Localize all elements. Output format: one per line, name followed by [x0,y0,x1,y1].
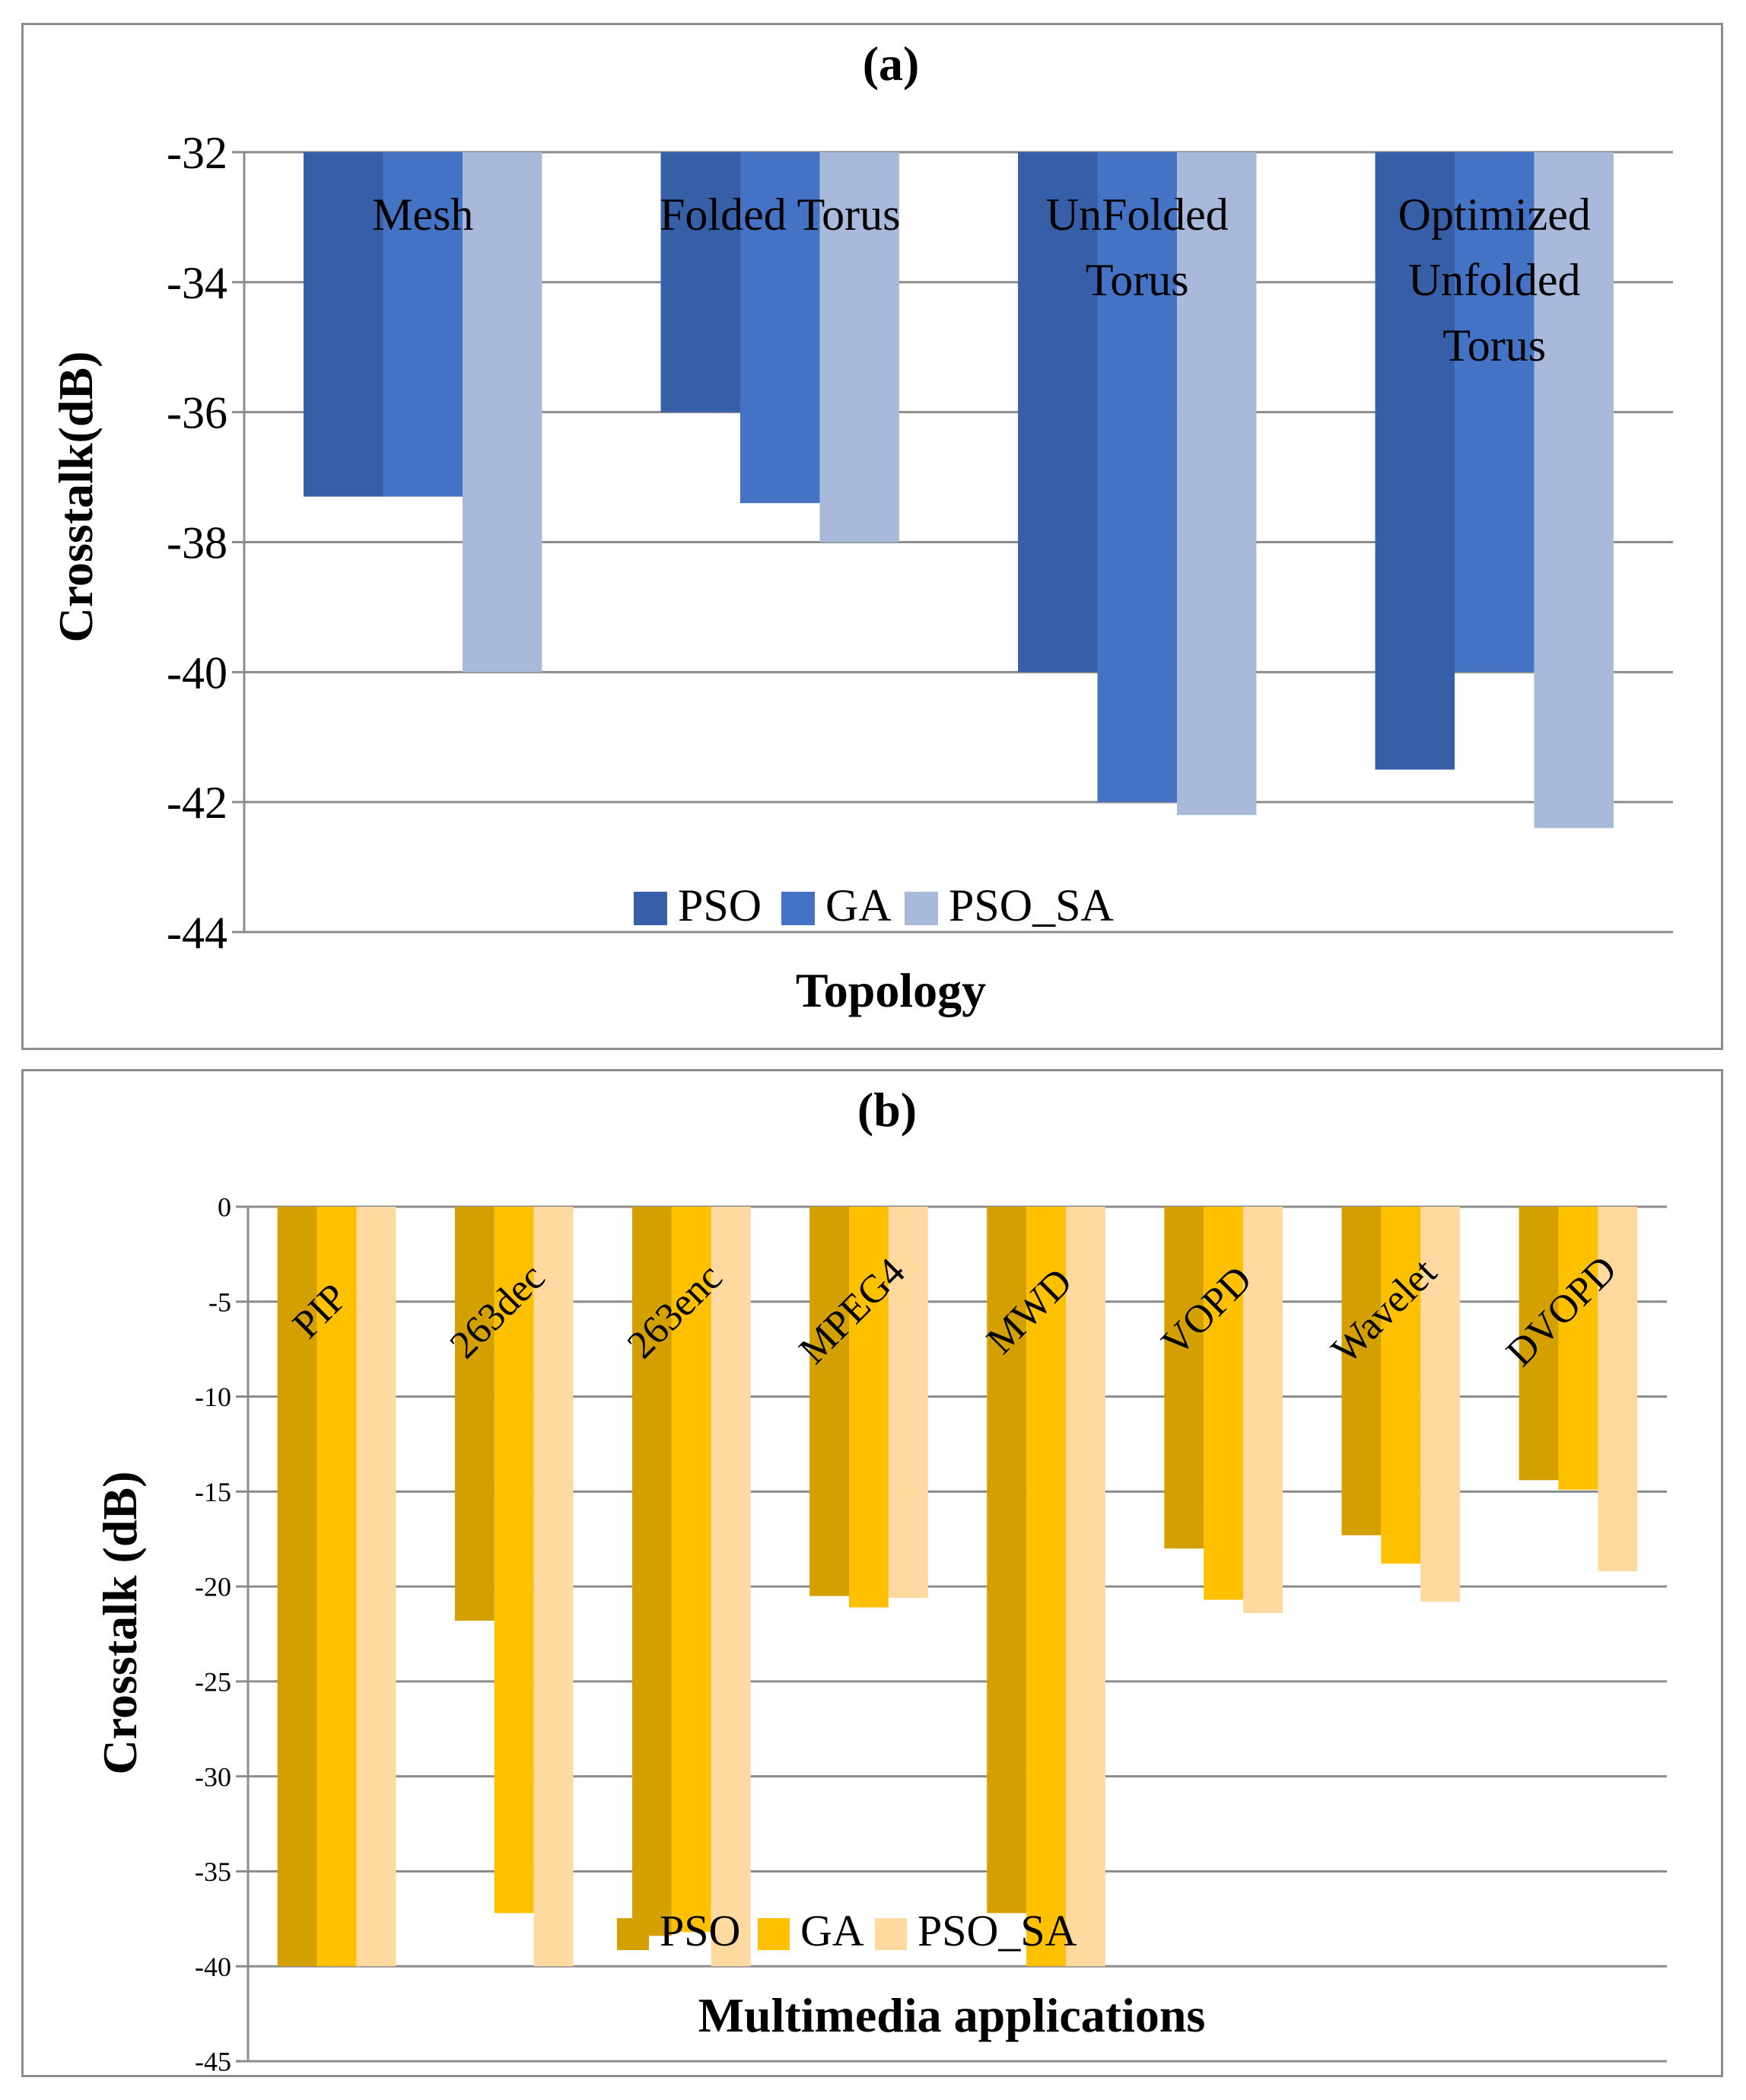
b-bar-ga [849,1207,889,1608]
chart-b-xlabel: Multimedia applications [698,1988,1206,2042]
b-bar-ga [316,1207,357,1967]
a-category-label: Mesh [372,189,473,240]
b-ytick-label: 0 [218,1192,231,1223]
chart-a: (a) Mesh Folded Torus UnFolded Torus Optimiz… [49,37,1673,1017]
chart-panel-a: (a) Mesh Folded Torus UnFolded Torus Optimiz… [21,23,1723,1050]
b-ytick-label: -45 [195,2047,231,2077]
b-bar-pso-sa [533,1207,574,1967]
chart-b-title: (b) [857,1083,917,1137]
b-bar-pso [1164,1207,1204,1549]
b-ytick-label: -25 [195,1666,231,1697]
b-ytick-label: -30 [195,1761,231,1792]
b-bar-pso [632,1207,672,1936]
a-ytick-label: -32 [167,128,227,178]
b-bar-ga [671,1207,711,1933]
a-ytick-label: -34 [167,258,227,308]
chart-a-ylabel: Crosstalk(dB) [49,352,103,643]
b-ytick-label: -35 [195,1857,231,1887]
a-category-label: Torus [1442,320,1546,371]
b-bar-pso-sa [1065,1207,1105,1967]
b-bar-pso [987,1207,1027,1914]
a-legend-label: PSO [678,880,762,931]
b-ytick-label: -20 [195,1572,231,1602]
b-legend-label: PSO_SA [918,1906,1077,1955]
b-bar-pso-sa [888,1207,928,1599]
a-bar-pso-sa [1176,152,1257,816]
chart-b: (b) PIP 263dec 263enc MPEG4 MWD VOPD Wavelet DV… [93,1083,1667,2077]
b-legend-label: PSO [660,1906,740,1955]
b-bar-ga [1381,1207,1421,1564]
a-ytick-label: -42 [167,778,227,828]
a-category-label: Torus [1086,255,1189,305]
chart-a-xlabel: Topology [796,963,986,1017]
b-ytick-label: -40 [195,1952,231,1982]
b-ytick-label: -15 [195,1477,231,1507]
b-bar-ga [1026,1207,1066,1967]
a-category-label: Folded Torus [660,189,900,240]
b-bar-pso-sa [1243,1207,1283,1614]
a-bar-pso [304,152,383,497]
a-legend-label: PSO_SA [949,880,1114,931]
a-bar-pso [1018,152,1098,673]
b-bar-pso [277,1207,317,1967]
a-category-label: Unfolded [1408,255,1581,305]
a-category-label: Optimized [1398,189,1591,240]
b-bar-pso [809,1207,850,1596]
a-ytick-label: -40 [167,648,227,698]
b-legend-swatch-pso [617,1918,649,1950]
a-bar-pso-sa [1534,152,1614,829]
b-bar-pso [1341,1207,1382,1535]
b-ytick-label: -5 [208,1287,231,1317]
a-bar-ga [1455,152,1535,673]
b-legend-swatch-ga [758,1918,790,1950]
b-bar-ga [494,1207,534,1914]
b-legend-label: GA [800,1906,864,1955]
a-bar-ga [1097,152,1177,803]
chart-panel-b: (b) PIP 263dec 263enc MPEG4 MWD VOPD Wavelet DV… [21,1069,1723,2077]
a-legend-swatch-pso-sa [905,892,938,925]
a-bar-ga [740,152,820,504]
b-bar-pso-sa [1598,1207,1638,1572]
a-bar-pso-sa [819,152,899,542]
b-bar-pso-sa [356,1207,396,1967]
a-category-label: UnFolded [1046,189,1229,240]
a-bar-ga [383,152,463,497]
a-ytick-label: -36 [167,388,227,438]
a-bar-pso-sa [462,152,542,673]
a-ytick-label: -44 [167,908,227,958]
b-bar-pso [1519,1207,1559,1481]
a-ytick-label: -38 [167,518,227,568]
b-bar-ga [1204,1207,1244,1600]
b-bar-pso [454,1207,495,1621]
b-legend-swatch-pso-sa [875,1918,907,1950]
a-legend-swatch-ga [781,892,815,925]
a-bar-pso [660,152,741,412]
a-bar-pso [1375,152,1455,770]
a-legend-label: GA [825,880,892,931]
b-bar-ga [1558,1207,1598,1490]
chart-b-ylabel: Crosstalk (dB) [93,1472,147,1775]
b-ytick-label: -10 [195,1382,231,1412]
chart-a-title: (a) [863,37,920,91]
a-legend-swatch-pso [634,892,667,925]
b-bar-pso-sa [711,1207,751,1967]
b-bar-pso-sa [1420,1207,1461,1602]
